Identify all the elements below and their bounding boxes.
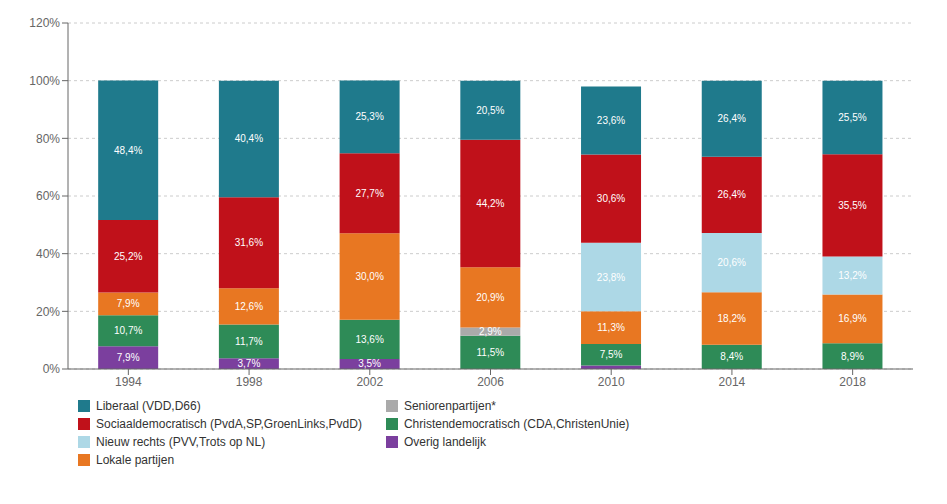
svg-text:60%: 60% (36, 189, 60, 203)
svg-text:11,3%: 11,3% (597, 322, 625, 333)
html-text:Seniorenpartijen*: Seniorenpartijen* (403, 399, 496, 413)
html-text:Liberaal (VDD,D66): Liberaal (VDD,D66) (96, 399, 201, 413)
svg-text:20,6%: 20,6% (718, 257, 746, 268)
html-text:Nieuw rechts (PVV,Trots op NL): Nieuw rechts (PVV,Trots op NL) (96, 435, 266, 449)
svg-text:20%: 20% (36, 305, 60, 319)
svg-text:25,2%: 25,2% (114, 251, 142, 262)
svg-text:11,7%: 11,7% (235, 336, 263, 347)
svg-text:16,9%: 16,9% (838, 313, 866, 324)
svg-text:7,9%: 7,9% (117, 298, 140, 309)
svg-text:2010: 2010 (598, 375, 625, 389)
svg-text:3,7%: 3,7% (237, 358, 260, 369)
svg-text:2006: 2006 (477, 375, 504, 389)
svg-text:23,8%: 23,8% (597, 272, 625, 283)
svg-text:2014: 2014 (719, 375, 746, 389)
svg-text:35,5%: 35,5% (838, 200, 866, 211)
svg-text:8,4%: 8,4% (720, 351, 743, 362)
svg-text:31,6%: 31,6% (235, 237, 263, 248)
svg-text:25,3%: 25,3% (355, 111, 383, 122)
svg-text:18,2%: 18,2% (718, 313, 746, 324)
svg-text:3,5%: 3,5% (358, 358, 381, 369)
svg-text:40%: 40% (36, 247, 60, 261)
svg-text:44,2%: 44,2% (476, 198, 504, 209)
svg-text:2,9%: 2,9% (479, 326, 502, 337)
html-text:Christendemocratisch (CDA,Chri: Christendemocratisch (CDA,ChristenUnie) (403, 417, 630, 431)
svg-text:23,6%: 23,6% (597, 115, 625, 126)
svg-text:0%: 0% (43, 362, 61, 376)
svg-text:120%: 120% (29, 16, 60, 30)
svg-text:7,5%: 7,5% (600, 349, 623, 360)
svg-text:27,7%: 27,7% (355, 188, 383, 199)
svg-text:26,4%: 26,4% (718, 189, 746, 200)
svg-text:40,4%: 40,4% (235, 133, 263, 144)
html-text:Overig landelijk: Overig landelijk (403, 435, 486, 449)
html-text:Lokale partijen: Lokale partijen (96, 453, 175, 467)
svg-text:48,4%: 48,4% (114, 145, 142, 156)
svg-text:1998: 1998 (236, 375, 263, 389)
svg-text:2002: 2002 (356, 375, 383, 389)
svg-text:80%: 80% (36, 132, 60, 146)
svg-text:2018: 2018 (839, 375, 866, 389)
svg-text:30,6%: 30,6% (597, 193, 625, 204)
svg-text:100%: 100% (29, 74, 60, 88)
svg-text:26,4%: 26,4% (718, 113, 746, 124)
svg-text:10,7%: 10,7% (114, 325, 142, 336)
html-text:Sociaaldemocratisch (PvdA,SP,G: Sociaaldemocratisch (PvdA,SP,GroenLinks,… (96, 417, 362, 431)
svg-text:13,6%: 13,6% (355, 334, 383, 345)
svg-text:12,6%: 12,6% (235, 301, 263, 312)
svg-text:13,2%: 13,2% (838, 270, 866, 281)
svg-text:11,5%: 11,5% (477, 347, 505, 358)
svg-text:1994: 1994 (115, 375, 142, 389)
svg-text:30,0%: 30,0% (355, 271, 383, 282)
svg-text:20,5%: 20,5% (476, 105, 504, 116)
svg-text:8,9%: 8,9% (841, 351, 864, 362)
svg-text:7,9%: 7,9% (117, 352, 140, 363)
svg-text:20,9%: 20,9% (476, 292, 504, 303)
svg-text:25,5%: 25,5% (838, 112, 866, 123)
